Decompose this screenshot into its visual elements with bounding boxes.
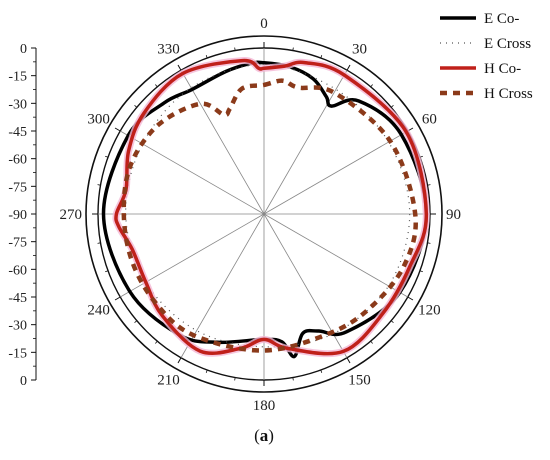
spoke-120	[263, 213, 408, 298]
angle-tick-210	[177, 357, 182, 364]
minor-angle-tick	[205, 369, 208, 373]
minor-angle-tick	[134, 105, 138, 108]
radial-tick-label: -30	[8, 97, 27, 112]
spoke-330	[180, 70, 265, 215]
angle-label-270: 270	[60, 207, 83, 223]
spoke-60	[263, 130, 408, 215]
legend-label: H Cross	[484, 86, 533, 102]
radial-tick-label: -15	[8, 346, 27, 361]
minor-angle-tick	[370, 84, 373, 88]
radial-tick-label: 0	[20, 374, 27, 389]
series-h-co	[114, 58, 429, 356]
radial-tick-label: -30	[8, 319, 27, 334]
spoke-150	[263, 213, 348, 358]
radial-tick-label: -75	[8, 236, 27, 251]
angle-label-210: 210	[157, 372, 180, 388]
radial-tick-label: -90	[8, 208, 27, 223]
angle-tick-150	[346, 357, 351, 364]
radial-tick-label: -15	[8, 70, 27, 85]
angle-label-60: 60	[422, 112, 437, 128]
angle-label-180: 180	[253, 398, 276, 414]
spoke-240	[120, 213, 265, 298]
angle-label-120: 120	[418, 303, 441, 319]
radial-tick-label: -45	[8, 291, 27, 306]
angle-label-0: 0	[260, 16, 268, 32]
radial-tick-label: 0	[20, 42, 27, 57]
angle-tick-30	[346, 64, 351, 71]
angle-label-330: 330	[157, 42, 180, 58]
angle-label-90: 90	[446, 207, 461, 223]
minor-angle-tick	[205, 55, 208, 59]
minor-angle-tick	[97, 242, 101, 244]
minor-angle-tick	[234, 377, 236, 381]
caption-close: )	[268, 426, 274, 445]
legend-label: E Cross	[484, 36, 531, 52]
legend: E Co- E Cross H Co- H Cross	[440, 11, 533, 102]
angle-label-30: 30	[352, 42, 367, 58]
minor-angle-tick	[97, 184, 101, 186]
angle-tick-330	[177, 64, 182, 71]
series-e-co	[101, 60, 429, 359]
figure-caption: (a)	[254, 426, 274, 445]
radial-tick-label: -60	[8, 153, 27, 168]
series-e-cross	[125, 63, 411, 348]
legend-label: H Co-	[484, 61, 521, 77]
series-curves	[101, 57, 430, 359]
caption-letter: a	[260, 426, 269, 445]
minor-angle-tick	[390, 105, 394, 108]
spoke-300	[120, 130, 265, 215]
radial-tick-label: -60	[8, 263, 27, 278]
angle-tick-240	[114, 296, 121, 301]
minor-angle-tick	[234, 47, 236, 51]
spoke-30	[263, 70, 348, 215]
angle-label-300: 300	[87, 112, 110, 128]
minor-angle-tick	[390, 320, 394, 323]
minor-angle-tick	[370, 340, 373, 344]
minor-angle-tick	[419, 270, 423, 273]
minor-angle-tick	[292, 377, 294, 381]
minor-angle-tick	[105, 270, 109, 273]
radial-tick-label: -45	[8, 125, 27, 140]
legend-label: E Co-	[484, 11, 519, 27]
minor-angle-tick	[105, 155, 109, 158]
radial-axis: 0 -15 -30 -45 -60 -75 -90 -75 -60 -45 -30 -15 0	[8, 42, 37, 389]
caption-open: (	[254, 426, 260, 445]
series-h-cross	[121, 78, 418, 353]
angle-label-150: 150	[348, 372, 371, 388]
outer-ring	[85, 35, 443, 393]
minor-angle-tick	[155, 340, 158, 344]
minor-angle-tick	[134, 320, 138, 323]
angle-tick-labels: 0 30 60 90 120 150 180 210 240 270 300 330	[60, 16, 462, 414]
minor-angle-tick	[320, 55, 323, 59]
angle-tick-120	[407, 296, 414, 301]
minor-angle-tick	[292, 47, 294, 51]
radial-tick-label: -75	[8, 180, 27, 195]
minor-angle-tick	[427, 184, 431, 186]
angle-tick-300	[114, 127, 121, 132]
minor-angle-tick	[320, 369, 323, 373]
minor-angle-tick	[155, 84, 158, 88]
angle-label-240: 240	[87, 303, 110, 319]
minor-angle-tick	[427, 242, 431, 244]
